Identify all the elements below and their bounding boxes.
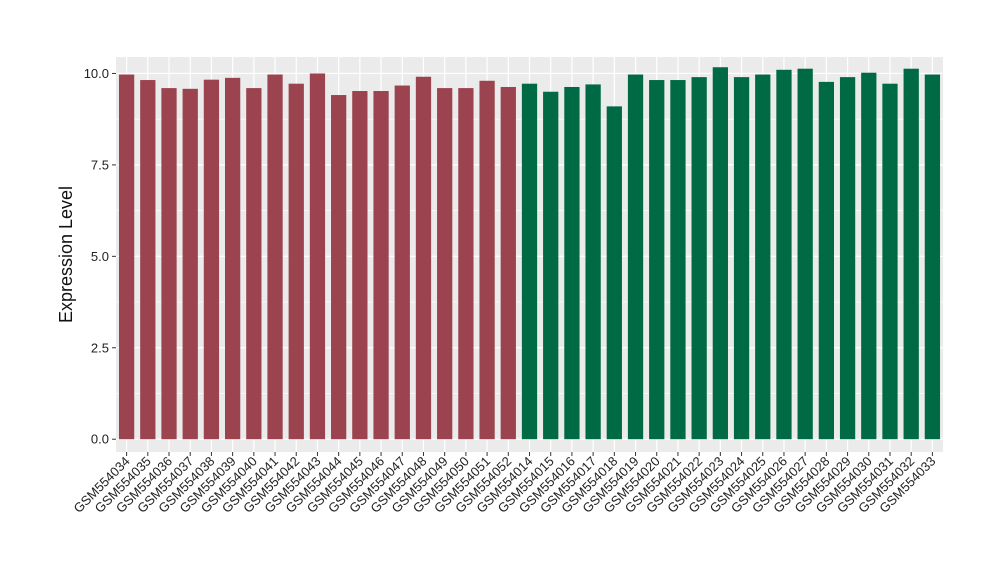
y-tick-label: 10.0	[84, 66, 109, 81]
bar-GSM554033	[924, 74, 941, 440]
bar-GSM554049	[437, 88, 453, 440]
y-tick-label: 2.5	[91, 340, 109, 355]
bars	[118, 67, 941, 440]
bar-GSM554026	[776, 69, 792, 440]
y-tick-label: 0.0	[91, 432, 109, 447]
bar-GSM554038	[203, 79, 220, 440]
y-tick-label: 5.0	[91, 249, 109, 264]
bar-GSM554027	[797, 68, 813, 440]
bar-GSM554051	[479, 80, 495, 440]
bar-GSM554043	[309, 73, 326, 440]
bar-GSM554050	[458, 88, 474, 440]
bar-GSM554052	[500, 86, 516, 440]
bar-GSM554017	[585, 84, 601, 440]
bar-GSM554041	[267, 74, 283, 440]
y-axis-title: Expression Level	[56, 186, 76, 323]
bar-GSM554045	[352, 91, 368, 440]
bar-GSM554046	[373, 91, 389, 440]
bar-GSM554028	[818, 81, 835, 440]
bar-GSM554016	[564, 86, 580, 440]
bar-GSM554036	[161, 88, 177, 440]
bar-GSM554044	[331, 95, 347, 440]
bar-GSM554034	[118, 74, 135, 440]
bar-GSM554031	[882, 83, 898, 440]
bar-GSM554029	[839, 77, 856, 440]
y-axis: 0.0 2.5 5.0 7.5 10.0	[84, 66, 116, 447]
bar-GSM554047	[394, 85, 410, 440]
bar-GSM554042	[288, 83, 304, 440]
bar-GSM554024	[733, 77, 750, 440]
bar-GSM554037	[182, 88, 198, 440]
bar-GSM554048	[415, 76, 432, 440]
bar-GSM554020	[649, 80, 665, 440]
bar-GSM554018	[606, 106, 622, 440]
bar-GSM554014	[521, 83, 538, 440]
y-tick-label: 7.5	[91, 157, 109, 172]
bar-GSM554035	[140, 80, 156, 440]
bar-GSM554021	[670, 80, 686, 440]
bar-GSM554032	[903, 68, 919, 440]
bar-GSM554040	[246, 88, 262, 440]
bar-GSM554025	[755, 74, 771, 440]
bar-GSM554015	[543, 91, 559, 440]
bar-GSM554039	[224, 77, 241, 440]
bar-GSM554030	[861, 72, 877, 440]
bar-GSM554019	[627, 74, 644, 440]
bar-GSM554023	[712, 67, 728, 440]
x-axis: GSM554034GSM554035GSM554036GSM554037GSM5…	[70, 452, 939, 516]
bar-GSM554022	[691, 77, 707, 440]
